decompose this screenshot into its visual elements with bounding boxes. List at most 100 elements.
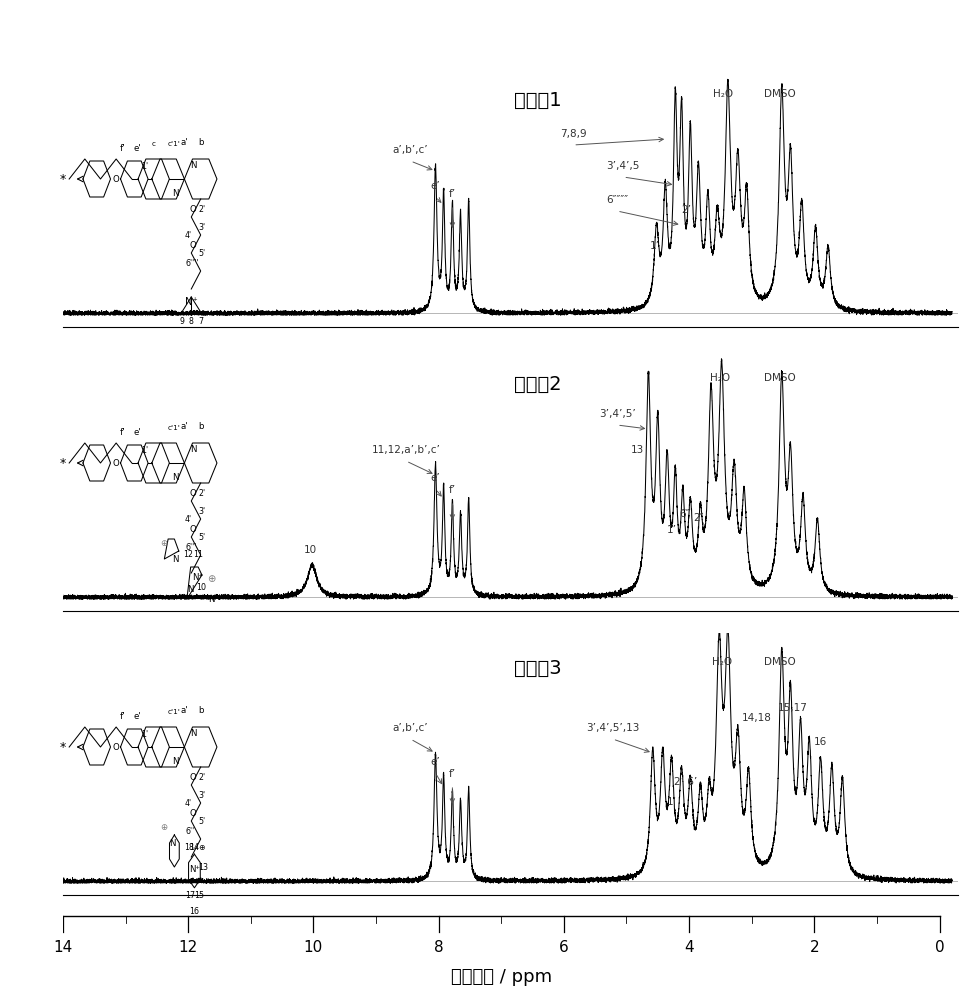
Text: N: N xyxy=(190,160,197,169)
Text: a': a' xyxy=(180,706,188,715)
Text: 6: 6 xyxy=(559,940,569,956)
Text: O: O xyxy=(190,205,197,214)
Text: 11,12,a’,b’,c’: 11,12,a’,b’,c’ xyxy=(372,445,440,455)
Text: 14,18: 14,18 xyxy=(741,713,771,723)
Text: 6″: 6″ xyxy=(679,509,689,519)
Text: 8: 8 xyxy=(434,940,443,956)
Text: f': f' xyxy=(120,428,126,437)
Text: 13: 13 xyxy=(198,862,208,871)
Text: ⊕: ⊕ xyxy=(161,538,168,548)
Text: 4': 4' xyxy=(185,514,192,524)
Text: f’: f’ xyxy=(449,485,456,495)
Text: 9: 9 xyxy=(179,317,184,326)
Text: 6″″″″: 6″″″″ xyxy=(606,195,628,205)
Text: N: N xyxy=(208,594,215,603)
Bar xyxy=(0,637,62,893)
Text: e’: e’ xyxy=(431,473,440,483)
Text: O: O xyxy=(112,458,119,468)
Text: O: O xyxy=(190,240,197,249)
Text: c: c xyxy=(152,141,156,147)
Text: 1’: 1’ xyxy=(650,241,659,251)
Text: 5': 5' xyxy=(198,248,205,257)
Text: 14⊕: 14⊕ xyxy=(189,842,205,852)
Text: O: O xyxy=(112,742,119,752)
Text: 10: 10 xyxy=(304,940,323,956)
Text: *: * xyxy=(60,456,66,470)
Text: 4': 4' xyxy=(185,798,192,808)
Text: 实施例1: 实施例1 xyxy=(514,91,561,110)
Text: N⁺: N⁺ xyxy=(193,572,203,582)
Text: N: N xyxy=(172,756,179,766)
Text: N: N xyxy=(188,584,194,593)
Text: 3': 3' xyxy=(198,223,205,232)
Text: DMSO: DMSO xyxy=(764,657,796,667)
Text: N: N xyxy=(172,473,179,482)
Text: 14: 14 xyxy=(53,940,73,956)
Bar xyxy=(0,353,62,609)
Text: 2': 2' xyxy=(198,205,205,214)
Text: 12: 12 xyxy=(178,940,197,956)
Text: 7: 7 xyxy=(198,317,203,326)
Text: 1’: 1’ xyxy=(667,525,677,535)
Text: 2’ 6’: 2’ 6’ xyxy=(675,777,698,787)
Text: e': e' xyxy=(134,712,141,721)
Text: H₂O: H₂O xyxy=(711,657,732,667)
Text: N: N xyxy=(172,188,179,198)
Text: 3’,4’,5: 3’,4’,5 xyxy=(607,161,640,171)
Text: f': f' xyxy=(120,712,126,721)
Text: 6'': 6'' xyxy=(185,826,195,836)
Text: 17: 17 xyxy=(185,890,195,900)
Text: e': e' xyxy=(134,144,141,153)
Text: 8: 8 xyxy=(189,317,194,326)
Bar xyxy=(0,69,62,325)
Text: 7,8,9: 7,8,9 xyxy=(560,129,587,139)
Text: 13: 13 xyxy=(631,445,645,455)
Text: O: O xyxy=(190,808,197,818)
Text: 5': 5' xyxy=(198,816,205,826)
Text: 1': 1' xyxy=(140,730,148,739)
Text: 11: 11 xyxy=(194,550,203,559)
Text: 2': 2' xyxy=(198,488,205,497)
Text: 15: 15 xyxy=(194,890,204,900)
Text: DMSO: DMSO xyxy=(764,89,796,99)
Text: 3': 3' xyxy=(198,506,205,516)
Text: a': a' xyxy=(180,422,188,431)
Text: 化学位移 / ppm: 化学位移 / ppm xyxy=(451,968,552,986)
Text: 12: 12 xyxy=(183,550,194,559)
Text: e': e' xyxy=(134,428,141,437)
Text: b: b xyxy=(197,422,203,431)
Text: a’,b’,c’: a’,b’,c’ xyxy=(393,723,428,733)
Text: N⁺: N⁺ xyxy=(189,864,200,874)
Text: 2': 2' xyxy=(198,772,205,782)
Text: c'1': c'1' xyxy=(168,709,181,715)
Text: 0: 0 xyxy=(935,940,945,956)
Text: H₂O: H₂O xyxy=(711,373,731,383)
Text: 10: 10 xyxy=(304,545,317,555)
Text: 4: 4 xyxy=(684,940,694,956)
Text: 16: 16 xyxy=(190,907,199,916)
Text: 4': 4' xyxy=(185,231,192,239)
Text: 1': 1' xyxy=(140,162,148,171)
Text: f’: f’ xyxy=(449,769,456,779)
Text: 实施例3: 实施例3 xyxy=(514,659,561,678)
Text: *: * xyxy=(60,172,66,186)
Text: 3’,4’,5’,13: 3’,4’,5’,13 xyxy=(586,723,640,733)
Text: f': f' xyxy=(120,144,126,153)
Text: a’,b’,c’: a’,b’,c’ xyxy=(393,145,428,155)
Text: N: N xyxy=(190,444,197,454)
Text: c'1': c'1' xyxy=(168,141,181,147)
Text: 3’,4’,5’: 3’,4’,5’ xyxy=(598,409,635,419)
Text: 5': 5' xyxy=(198,532,205,542)
Text: O: O xyxy=(190,772,197,782)
Text: O: O xyxy=(190,488,197,497)
Text: 10: 10 xyxy=(196,582,205,591)
Text: 2″: 2″ xyxy=(693,513,704,523)
Text: O: O xyxy=(112,174,119,184)
Text: ⊕: ⊕ xyxy=(161,822,168,832)
Text: 18: 18 xyxy=(184,842,195,852)
Text: *: * xyxy=(60,740,66,754)
Text: 2’: 2’ xyxy=(681,205,691,215)
Text: f’: f’ xyxy=(449,189,456,199)
Text: 6''': 6''' xyxy=(185,542,197,552)
Text: e’: e’ xyxy=(431,181,440,191)
